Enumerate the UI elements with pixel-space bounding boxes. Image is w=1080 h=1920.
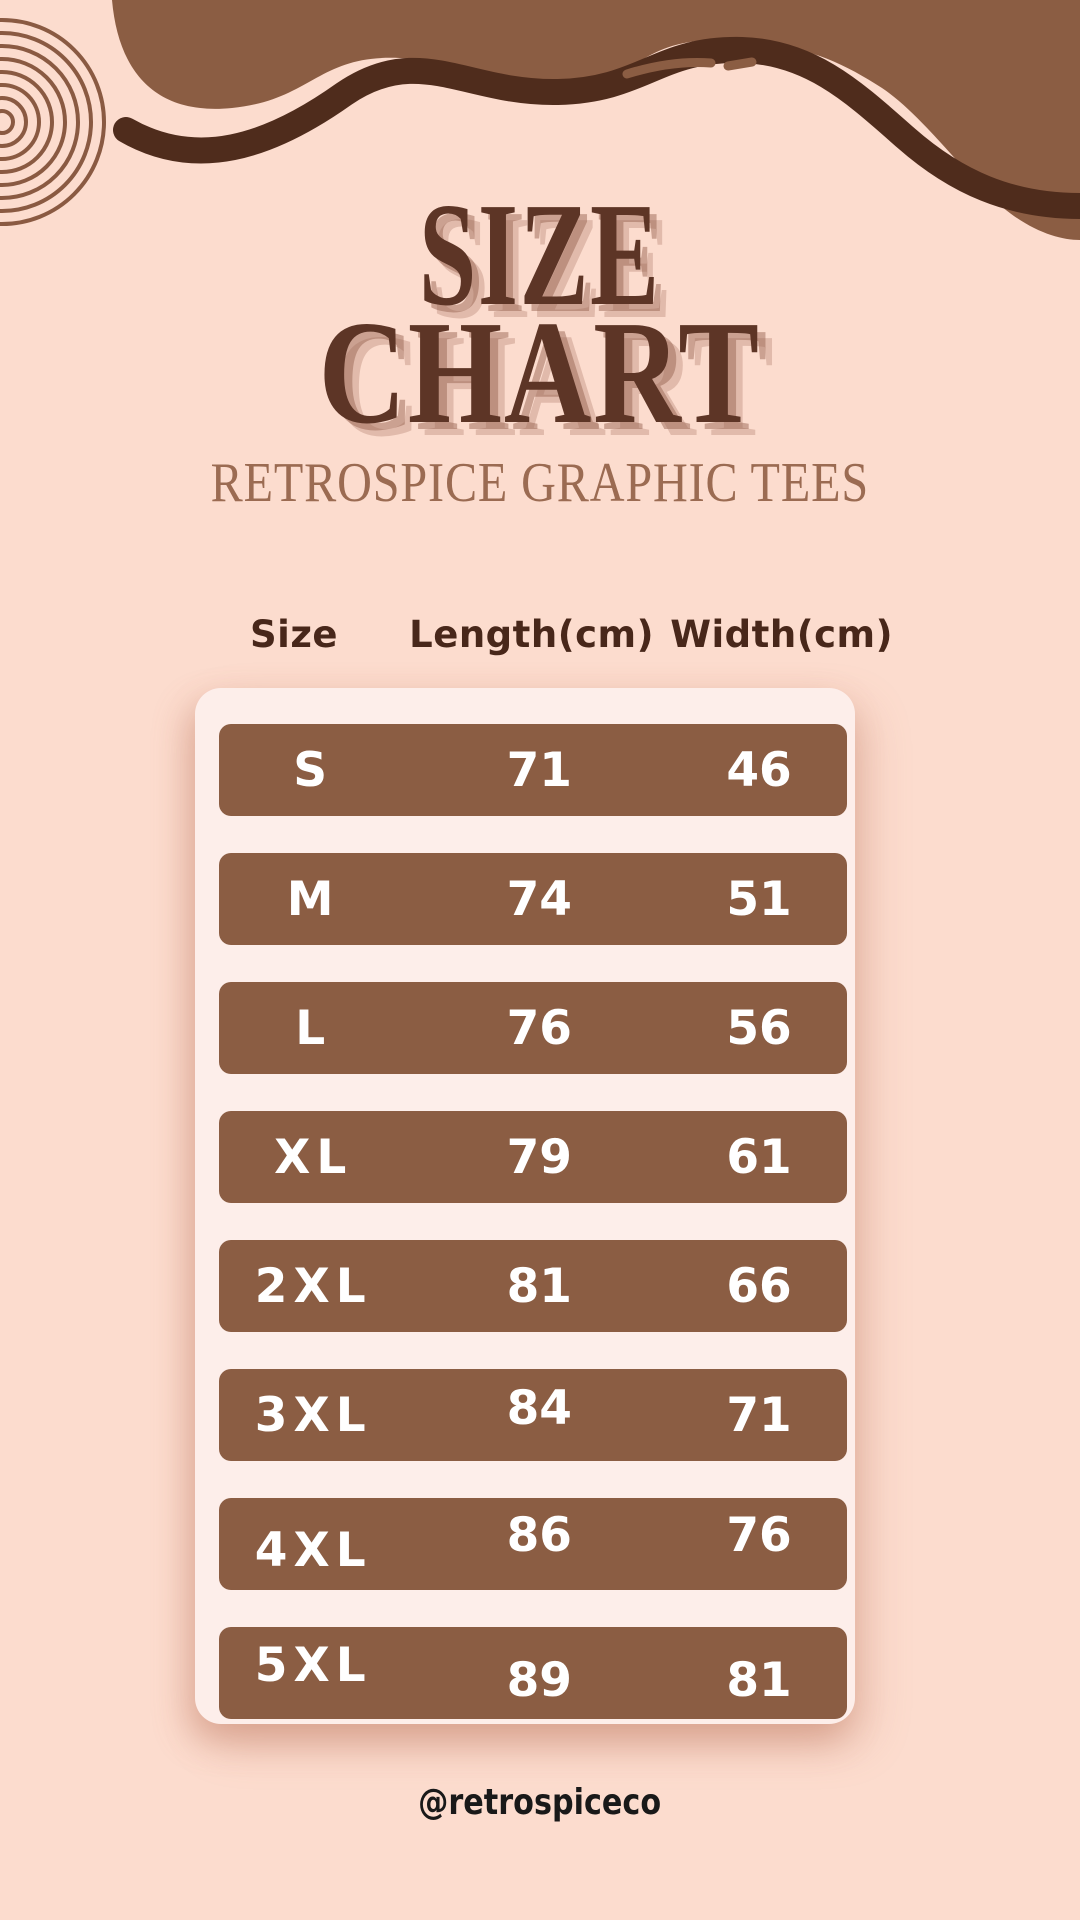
spiral-circles-icon bbox=[0, 18, 106, 226]
size-value: S bbox=[293, 742, 334, 798]
table-row: 2XL 81 66 bbox=[219, 1240, 847, 1332]
table-header: Size Length(cm) Width(cm) bbox=[195, 606, 894, 662]
column-header-length: Length(cm) bbox=[409, 612, 655, 656]
title-word-chart: CHART bbox=[318, 291, 762, 455]
table-row: S 71 46 bbox=[219, 724, 847, 816]
column-header-width: Width(cm) bbox=[670, 612, 894, 656]
length-value: 76 bbox=[506, 1000, 572, 1056]
width-value: 76 bbox=[726, 1507, 792, 1563]
table-row: 3XL 84 71 bbox=[219, 1369, 847, 1461]
width-value: 61 bbox=[726, 1129, 792, 1185]
subtitle-text: RETROSPICE GRAPHIC TEES bbox=[210, 452, 870, 514]
table-row: M 74 51 bbox=[219, 853, 847, 945]
width-value: 46 bbox=[726, 742, 792, 798]
width-value: 71 bbox=[726, 1387, 792, 1443]
size-value: 3XL bbox=[254, 1387, 372, 1443]
size-value: 2XL bbox=[254, 1258, 372, 1314]
size-value: XL bbox=[274, 1129, 353, 1185]
length-value: 79 bbox=[506, 1129, 572, 1185]
subtitle: RETROSPICE GRAPHIC TEES bbox=[0, 452, 1080, 514]
length-value: 86 bbox=[506, 1507, 572, 1563]
title-line-2: CHART bbox=[0, 291, 1080, 455]
size-value: M bbox=[286, 871, 340, 927]
length-value: 81 bbox=[506, 1258, 572, 1314]
table-row: L 76 56 bbox=[219, 982, 847, 1074]
width-value: 66 bbox=[726, 1258, 792, 1314]
width-value: 81 bbox=[726, 1652, 792, 1708]
size-value: L bbox=[295, 1000, 332, 1056]
size-value: 4XL bbox=[254, 1522, 372, 1578]
size-value: 5XL bbox=[254, 1637, 372, 1693]
blob-fill bbox=[112, 0, 1080, 240]
table-row: 5XL 89 81 bbox=[219, 1627, 847, 1719]
title-word-size: SIZE bbox=[419, 173, 661, 337]
table-row: XL 79 61 bbox=[219, 1111, 847, 1203]
short-dash-icon bbox=[723, 57, 757, 71]
length-value: 89 bbox=[506, 1652, 572, 1708]
length-value: 74 bbox=[506, 871, 572, 927]
title-line-1: SIZE bbox=[0, 173, 1080, 337]
page-title: SIZE CHART bbox=[0, 173, 1080, 455]
instagram-handle-text: @retrospiceco bbox=[418, 1782, 662, 1823]
size-table-card: S 71 46 M 74 51 L 76 56 XL 79 61 2XL 81 66 3XL 84 71 4XL 86… bbox=[195, 688, 855, 1724]
instagram-handle: @retrospiceco bbox=[0, 1782, 1080, 1823]
long-dash-icon bbox=[622, 57, 716, 79]
length-value: 84 bbox=[506, 1380, 572, 1436]
wave-blob-icon bbox=[112, 0, 1080, 240]
table-row: 4XL 86 76 bbox=[219, 1498, 847, 1590]
column-header-size: Size bbox=[250, 612, 338, 656]
length-value: 71 bbox=[506, 742, 572, 798]
width-value: 51 bbox=[726, 871, 792, 927]
width-value: 56 bbox=[726, 1000, 792, 1056]
